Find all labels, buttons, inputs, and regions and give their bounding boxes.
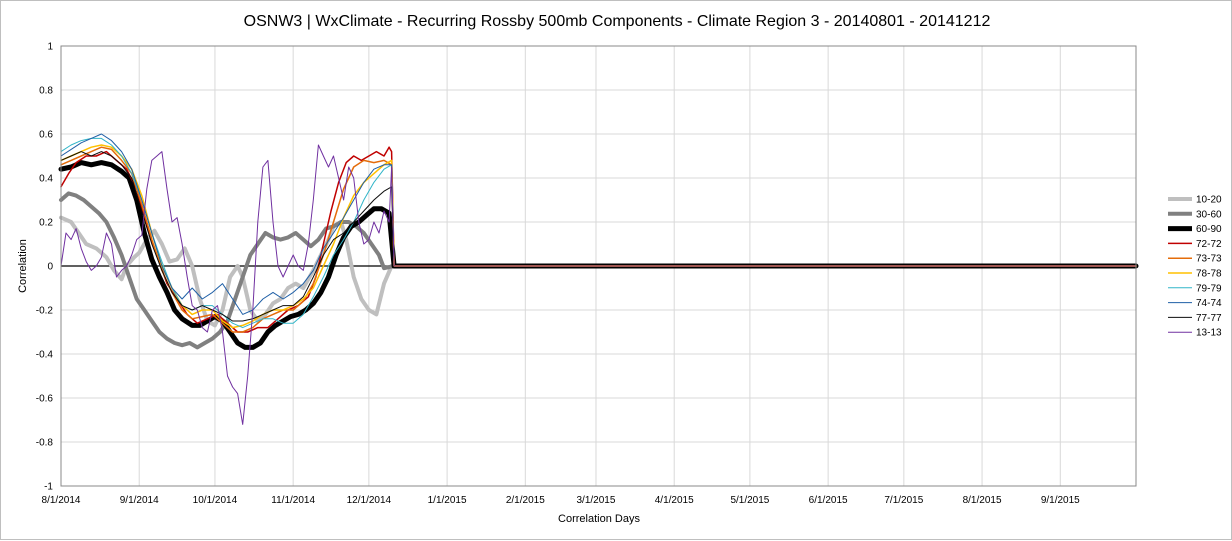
x-tick-label: 10/1/2014 xyxy=(193,495,238,506)
series-line-78-78 xyxy=(60,144,1137,329)
x-tick-label: 6/1/2015 xyxy=(809,495,848,506)
legend-label-74-74: 74-74 xyxy=(1196,298,1222,309)
series-line-13-13 xyxy=(60,144,1137,425)
series-line-77-77 xyxy=(60,151,1137,322)
y-tick-label: 0 xyxy=(47,262,53,273)
legend-label-10-20: 10-20 xyxy=(1196,195,1222,206)
series-line-74-74 xyxy=(60,133,1137,315)
x-tick-label: 2/1/2015 xyxy=(506,495,545,506)
x-tick-label: 9/1/2015 xyxy=(1041,495,1080,506)
x-tick-label: 12/1/2014 xyxy=(347,495,392,506)
legend-label-73-73: 73-73 xyxy=(1196,254,1222,265)
x-axis-title: Correlation Days xyxy=(558,513,640,525)
x-tick-label: 4/1/2015 xyxy=(655,495,694,506)
x-tick-label: 11/1/2014 xyxy=(271,495,315,506)
series-line-73-73 xyxy=(60,146,1137,333)
legend-label-77-77: 77-77 xyxy=(1196,313,1222,324)
x-tick-label: 1/1/2015 xyxy=(428,495,467,506)
y-tick-label: -0.8 xyxy=(36,438,54,449)
x-tick-label: 8/1/2015 xyxy=(963,495,1002,506)
y-tick-label: -0.6 xyxy=(36,394,54,405)
legend-label-72-72: 72-72 xyxy=(1196,239,1222,250)
legend: 10-20 30-60 60-90 72-72 73-73 78-78 79-79 74-74… xyxy=(1168,195,1222,339)
legend-label-60-90: 60-90 xyxy=(1196,224,1222,235)
y-axis-ticks: -1 -0.8 -0.6 -0.4 -0.2 0 0.2 0.4 0.6 0.8 1 xyxy=(36,42,54,493)
y-tick-label: -0.2 xyxy=(36,306,54,317)
y-tick-label: 0.4 xyxy=(39,174,53,185)
y-axis-title: Correlation xyxy=(17,239,29,293)
y-tick-label: -1 xyxy=(44,482,53,493)
chart-title: OSNW3 | WxClimate - Recurring Rossby 500… xyxy=(244,13,991,30)
y-tick-label: -0.4 xyxy=(36,350,54,361)
y-tick-label: 1 xyxy=(47,42,53,53)
x-tick-label: 5/1/2015 xyxy=(730,495,769,506)
x-tick-label: 7/1/2015 xyxy=(884,495,923,506)
legend-label-30-60: 30-60 xyxy=(1196,209,1222,220)
legend-label-13-13: 13-13 xyxy=(1196,328,1222,339)
x-axis-ticks: 8/1/2014 9/1/2014 10/1/2014 11/1/2014 12/1/2… xyxy=(42,495,1081,506)
x-tick-label: 8/1/2014 xyxy=(42,495,81,506)
series-line-30-60 xyxy=(59,191,1138,350)
legend-label-79-79: 79-79 xyxy=(1196,283,1222,294)
y-tick-label: 0.2 xyxy=(39,218,53,229)
x-tick-label: 9/1/2014 xyxy=(120,495,159,506)
series-line-10-20 xyxy=(59,215,1138,328)
y-tick-label: 0.6 xyxy=(39,130,53,141)
x-tick-label: 3/1/2015 xyxy=(577,495,616,506)
series-line-79-79 xyxy=(60,137,1137,329)
plot-area-border xyxy=(60,45,1137,487)
series-lines xyxy=(58,133,1139,425)
legend-label-78-78: 78-78 xyxy=(1196,269,1222,280)
y-tick-label: 0.8 xyxy=(39,86,53,97)
